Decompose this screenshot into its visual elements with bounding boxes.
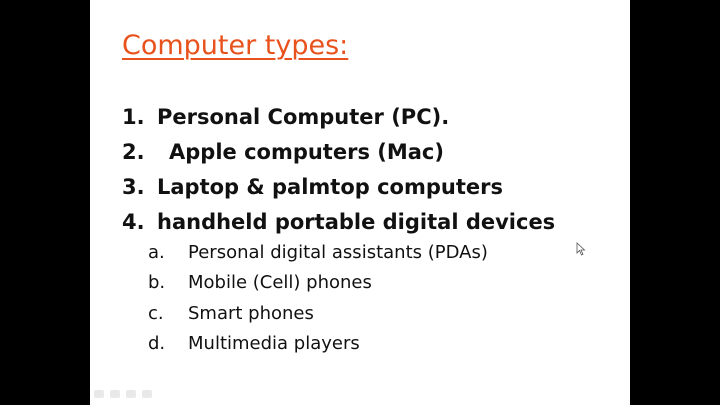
sub-list-letter: d. <box>148 333 166 355</box>
slideshow-toolbar[interactable] <box>94 390 152 398</box>
list-label: Laptop & palmtop computers <box>157 174 503 199</box>
list-label: Apple computers (Mac) <box>169 139 444 164</box>
list-label: Personal Computer (PC). <box>157 104 450 129</box>
list-number: 4. <box>122 209 145 234</box>
sub-list-label: Mobile (Cell) phones <box>188 272 372 294</box>
list-item: 3. Laptop & palmtop computers <box>122 169 555 204</box>
main-list: 1. Personal Computer (PC). 2. Apple comp… <box>122 99 555 239</box>
sub-list-label: Personal digital assistants (PDAs) <box>188 241 488 263</box>
menu-icon[interactable] <box>126 390 136 398</box>
sub-list-item: b. Mobile (Cell) phones <box>148 268 488 299</box>
list-item: 4. handheld portable digital devices <box>122 204 555 239</box>
previous-slide-icon[interactable] <box>94 390 104 398</box>
sub-list-label: Smart phones <box>188 302 314 324</box>
sub-list-item: c. Smart phones <box>148 298 488 329</box>
slide: Computer types: 1. Personal Computer (PC… <box>90 0 630 405</box>
next-slide-icon[interactable] <box>142 390 152 398</box>
list-number: 2. <box>122 139 145 164</box>
pen-icon[interactable] <box>110 390 120 398</box>
sub-list-letter: a. <box>148 241 165 263</box>
sub-list-item: d. Multimedia players <box>148 329 488 360</box>
sub-list: a. Personal digital assistants (PDAs) b.… <box>148 237 488 359</box>
list-item: 1. Personal Computer (PC). <box>122 99 555 134</box>
list-label: handheld portable digital devices <box>157 209 556 234</box>
mouse-pointer-icon <box>576 242 586 256</box>
sub-list-label: Multimedia players <box>188 333 360 355</box>
sub-list-item: a. Personal digital assistants (PDAs) <box>148 237 488 268</box>
slide-title: Computer types: <box>122 30 349 61</box>
sub-list-letter: b. <box>148 272 166 294</box>
list-number: 1. <box>122 104 145 129</box>
list-item: 2. Apple computers (Mac) <box>122 134 555 169</box>
sub-list-letter: c. <box>148 302 164 324</box>
list-number: 3. <box>122 174 145 199</box>
